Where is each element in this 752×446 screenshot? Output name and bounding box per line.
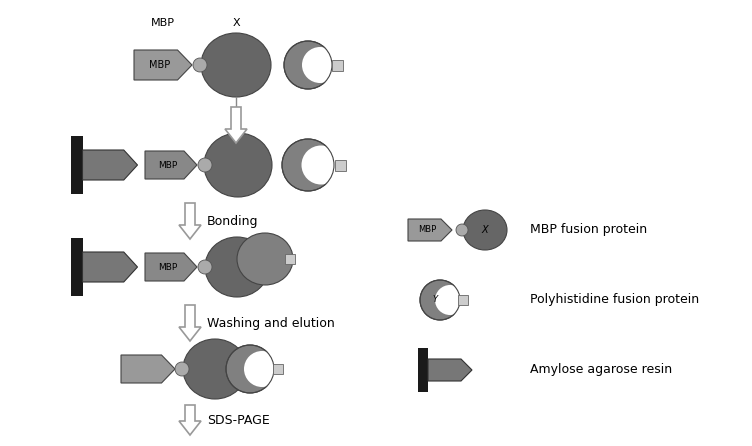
Polygon shape <box>145 253 197 281</box>
Circle shape <box>282 139 334 191</box>
Text: Amylose agarose resin: Amylose agarose resin <box>530 363 672 376</box>
Text: Washing and elution: Washing and elution <box>207 317 335 330</box>
Circle shape <box>244 351 280 387</box>
Bar <box>285 254 295 264</box>
Bar <box>418 348 428 392</box>
Polygon shape <box>83 150 138 180</box>
Bar <box>332 59 342 70</box>
Circle shape <box>420 280 460 320</box>
Polygon shape <box>428 359 472 381</box>
Text: SDS-PAGE: SDS-PAGE <box>207 413 270 426</box>
Circle shape <box>193 58 207 72</box>
Text: MBP: MBP <box>150 60 171 70</box>
Ellipse shape <box>201 33 271 97</box>
Polygon shape <box>83 252 138 282</box>
Circle shape <box>226 345 274 393</box>
Polygon shape <box>134 50 192 80</box>
Bar <box>71 136 83 194</box>
Polygon shape <box>179 305 201 341</box>
Circle shape <box>302 47 338 83</box>
Ellipse shape <box>205 237 269 297</box>
Polygon shape <box>145 151 197 179</box>
Bar <box>71 238 83 296</box>
Bar <box>458 295 468 305</box>
Text: MBP: MBP <box>159 161 177 169</box>
Circle shape <box>175 362 189 376</box>
Text: Y: Y <box>432 296 438 305</box>
Text: MBP: MBP <box>159 263 177 272</box>
Circle shape <box>284 41 332 89</box>
Ellipse shape <box>237 233 293 285</box>
Circle shape <box>456 224 468 236</box>
Circle shape <box>435 285 465 315</box>
Ellipse shape <box>463 210 507 250</box>
Polygon shape <box>408 219 452 241</box>
Ellipse shape <box>204 133 272 197</box>
Polygon shape <box>121 355 175 383</box>
Polygon shape <box>179 203 201 239</box>
Circle shape <box>302 145 341 185</box>
Ellipse shape <box>183 339 247 399</box>
Polygon shape <box>179 405 201 435</box>
Text: X: X <box>232 18 240 28</box>
Circle shape <box>198 158 212 172</box>
Text: X: X <box>482 225 488 235</box>
Circle shape <box>198 260 212 274</box>
Bar <box>335 160 345 170</box>
Text: MBP: MBP <box>418 226 436 235</box>
Text: MBP fusion protein: MBP fusion protein <box>530 223 647 236</box>
Text: MBP: MBP <box>151 18 175 28</box>
Bar <box>273 364 283 374</box>
Text: Bonding: Bonding <box>207 215 259 227</box>
Polygon shape <box>225 107 247 143</box>
Text: Polyhistidine fusion protein: Polyhistidine fusion protein <box>530 293 699 306</box>
